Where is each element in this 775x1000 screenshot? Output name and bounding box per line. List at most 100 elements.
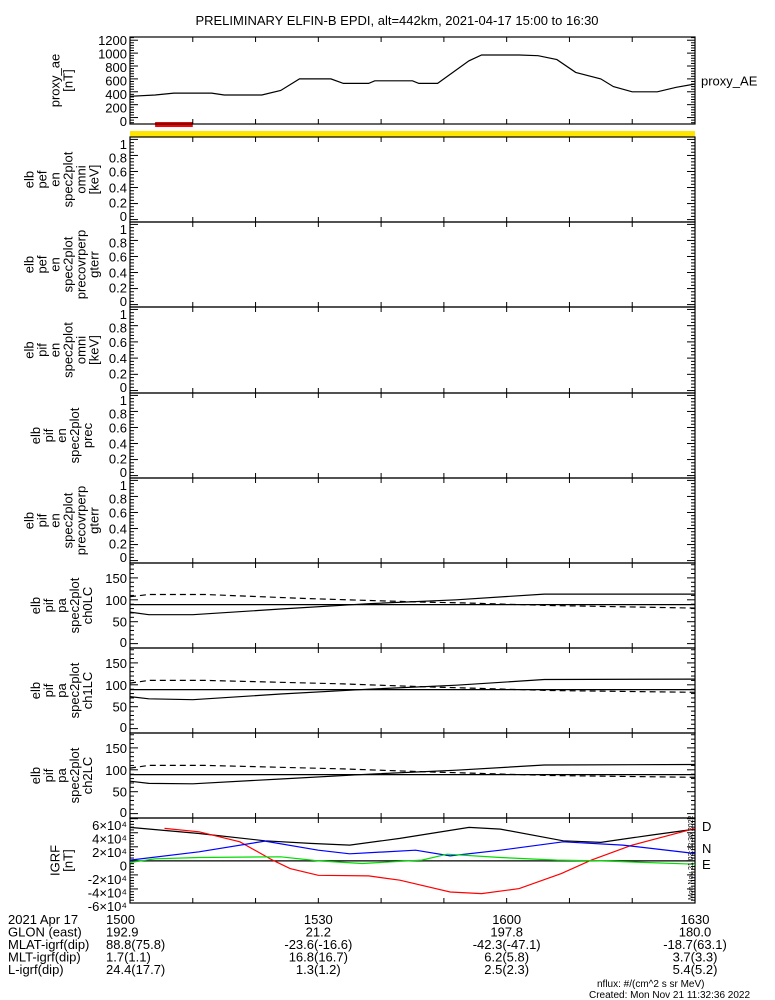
y-axis-label: elb bbox=[28, 427, 43, 444]
series-E bbox=[129, 853, 696, 865]
ephemeris-value: -42.3(-47.1) bbox=[473, 937, 541, 952]
ephemeris-value: 1.3(1.2) bbox=[296, 962, 341, 977]
y-tick-label: 0.8 bbox=[109, 151, 127, 166]
y-tick-label: 2×10⁴ bbox=[92, 845, 127, 860]
y-axis-label: elb bbox=[22, 171, 37, 188]
y-tick-label: 50 bbox=[113, 615, 127, 630]
y-tick-label: 0 bbox=[120, 380, 127, 395]
ephemeris-value: 2.5(2.3) bbox=[484, 962, 529, 977]
ephemeris-value: 1530 bbox=[304, 912, 333, 927]
y-tick-label: -6×10⁴ bbox=[88, 899, 127, 914]
y-axis-label: omni bbox=[74, 336, 89, 364]
ephemeris-value: 21.2 bbox=[306, 925, 331, 940]
y-tick-label: 0.8 bbox=[109, 492, 127, 507]
ephemeris-value: 3.7(3.3) bbox=[673, 950, 718, 965]
y-axis-label: IGRF bbox=[48, 845, 63, 876]
y-axis-label: elb bbox=[28, 767, 43, 784]
y-tick-label: 0.6 bbox=[109, 249, 127, 264]
ephemeris-value: 5.4(5.2) bbox=[673, 962, 718, 977]
rotated-timestamp: Mon Nov 21 03:32:36 2022 bbox=[688, 815, 695, 900]
ephemeris-value: -23.6(-16.6) bbox=[284, 937, 352, 952]
y-axis-label: pif bbox=[35, 343, 50, 357]
series-N bbox=[129, 840, 696, 861]
y-tick-label: 0.4 bbox=[109, 522, 127, 537]
panel-frame bbox=[129, 392, 696, 479]
y-axis-label: precovrperp bbox=[74, 230, 89, 299]
y-axis-label: ch2LC bbox=[80, 757, 95, 795]
series-D bbox=[164, 827, 696, 895]
ephemeris-row-label: MLT-igrf(dip) bbox=[8, 950, 81, 965]
y-axis-label: spec2plot bbox=[61, 151, 76, 207]
y-axis-label: elb bbox=[22, 256, 37, 273]
y-tick-label: 0.2 bbox=[109, 196, 127, 211]
y-tick-label: 0.2 bbox=[109, 452, 127, 467]
y-axis-label: en bbox=[48, 513, 63, 527]
y-axis-label: pa bbox=[54, 683, 69, 698]
y-axis-label: ch0LC bbox=[80, 587, 95, 625]
ephemeris-value: 88.8(75.8) bbox=[106, 937, 165, 952]
series-solid bbox=[129, 593, 695, 616]
panel-frame bbox=[129, 562, 696, 649]
y-axis-label: precovrperp bbox=[74, 486, 89, 555]
y-axis-label: pef bbox=[35, 170, 50, 188]
y-tick-label: 0.6 bbox=[109, 505, 127, 520]
y-tick-label: 0 bbox=[120, 114, 127, 129]
y-axis-label: elb bbox=[28, 682, 43, 699]
units-note: nflux: #/(cm^2 s sr MeV) bbox=[597, 979, 705, 990]
y-tick-label: 0 bbox=[120, 635, 127, 650]
y-tick-label: 4×10⁴ bbox=[92, 832, 127, 847]
y-axis-label: en bbox=[48, 343, 63, 357]
y-axis-label: pif bbox=[41, 768, 56, 782]
y-axis-label: spec2plot bbox=[67, 747, 82, 803]
y-axis-label: pef bbox=[35, 255, 50, 273]
y-tick-label: 0.8 bbox=[109, 236, 127, 251]
y-tick-label: 1 bbox=[120, 222, 127, 237]
series-legend: proxy_AE bbox=[701, 74, 758, 89]
y-axis-label: pa bbox=[54, 598, 69, 613]
ephemeris-value: 6.2(5.8) bbox=[484, 950, 529, 965]
legend-N: N bbox=[702, 841, 711, 856]
y-tick-label: 400 bbox=[105, 87, 127, 102]
y-tick-label: 6×10⁴ bbox=[92, 818, 127, 833]
y-tick-label: 0.4 bbox=[109, 266, 127, 281]
y-tick-label: 1 bbox=[120, 307, 127, 322]
yellow-coverage-bar bbox=[130, 131, 695, 137]
panel-frame bbox=[129, 306, 696, 394]
y-axis-label: [keV] bbox=[87, 335, 102, 365]
y-tick-label: 50 bbox=[113, 785, 127, 800]
y-tick-label: 0 bbox=[120, 550, 127, 565]
y-axis-label: elb bbox=[28, 597, 43, 614]
plot-title: PRELIMINARY ELFIN-B EPDI, alt=442km, 202… bbox=[195, 13, 598, 28]
y-tick-label: 100 bbox=[105, 593, 127, 608]
y-tick-label: 150 bbox=[105, 741, 127, 756]
y-tick-label: 0.4 bbox=[109, 351, 127, 366]
ephemeris-row-label: MLAT-igrf(dip) bbox=[8, 937, 89, 952]
y-tick-label: 150 bbox=[105, 571, 127, 586]
y-axis-label: [nT] bbox=[61, 69, 76, 91]
y-tick-label: 0.4 bbox=[109, 437, 127, 452]
y-axis-label: elb bbox=[22, 341, 37, 358]
y-axis-label: ch1LC bbox=[80, 672, 95, 710]
y-axis-label: spec2plot bbox=[61, 492, 76, 548]
y-axis-label: omni bbox=[74, 165, 89, 193]
y-axis-label: elb bbox=[22, 512, 37, 529]
ephemeris-value: 192.9 bbox=[106, 925, 139, 940]
ephemeris-value: 16.8(16.7) bbox=[289, 950, 348, 965]
ephemeris-value: 1600 bbox=[492, 912, 521, 927]
y-axis-label: spec2plot bbox=[67, 407, 82, 463]
y-tick-label: 0 bbox=[120, 294, 127, 309]
y-tick-label: 1200 bbox=[98, 33, 127, 48]
y-tick-label: 0 bbox=[120, 859, 127, 874]
y-tick-label: 600 bbox=[105, 74, 127, 89]
y-tick-label: 0.6 bbox=[109, 335, 127, 350]
y-tick-label: 1 bbox=[120, 478, 127, 493]
series-solid bbox=[129, 678, 696, 701]
panel-frame bbox=[129, 36, 696, 125]
y-axis-label: [keV] bbox=[87, 165, 102, 195]
y-axis-label: spec2plot bbox=[67, 577, 82, 633]
